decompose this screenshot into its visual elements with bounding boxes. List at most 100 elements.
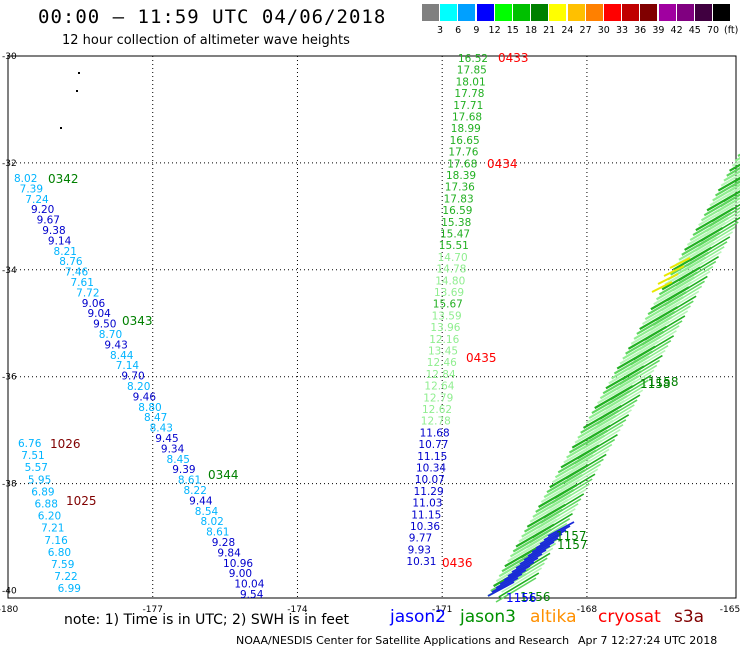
dense-track-segment (692, 231, 734, 257)
dense-track-segment (717, 197, 740, 213)
dense-track-segment (501, 567, 543, 593)
swh-value-left-pass: 8.54 (195, 506, 219, 518)
swh-value-center-pass: 15.51 (439, 240, 469, 252)
dense-track-segment (613, 369, 655, 396)
swh-value-lower-left-pass: 7.22 (54, 571, 77, 583)
pass-time-label: 1158 (648, 375, 679, 389)
scale-swatch (604, 4, 621, 21)
scale-swatch (713, 4, 731, 21)
swh-value-left-pass: 8.45 (167, 454, 190, 466)
scale-swatch (494, 4, 512, 21)
latitude-tick-label: -36 (2, 373, 17, 383)
jason2-track-segment (487, 581, 515, 597)
latitude-tick-label: -34 (2, 266, 17, 276)
generated-timestamp: Apr 7 12:27:24 UTC 2018 (578, 634, 718, 647)
swh-value-center-pass: 11.15 (411, 509, 441, 521)
swh-value-center-pass: 9.93 (408, 544, 431, 556)
swh-value-center-pass: 14.80 (435, 275, 465, 287)
stray-point (76, 90, 78, 92)
swh-value-left-pass: 10.96 (223, 558, 253, 570)
swh-value-center-pass: 17.85 (457, 65, 487, 77)
swh-value-center-pass: 17.71 (453, 100, 483, 112)
dense-track-segment (669, 270, 711, 297)
dense-track-segment (548, 483, 590, 509)
dense-track-segment (540, 498, 582, 524)
swh-value-center-pass: 18.99 (451, 123, 481, 135)
longitude-tick-label: -168 (577, 605, 598, 615)
dense-track-segment (644, 315, 686, 341)
swh-value-left-pass: 9.84 (217, 547, 241, 559)
dense-track-segment (728, 184, 740, 193)
swh-value-lower-left-pass: 6.20 (38, 511, 61, 523)
dense-track-segment (664, 280, 705, 307)
jason2-track-segment (495, 573, 523, 589)
latitude-tick-label: -40 (2, 587, 17, 597)
swh-value-center-pass: 16.65 (450, 135, 480, 147)
scale-swatch (476, 4, 494, 21)
dense-track-segment (711, 203, 740, 223)
dense-track-segment (700, 216, 740, 242)
dense-track-segment (703, 213, 740, 237)
dense-track-segment (616, 364, 658, 391)
dense-track-segment (731, 160, 740, 167)
dense-track-segment (546, 488, 587, 514)
high-swh-segment (651, 281, 673, 293)
dense-track-segment (709, 207, 740, 227)
dense-track-segment (619, 359, 661, 386)
swh-value-center-pass: 12.84 (426, 369, 456, 381)
dense-track-segment (697, 221, 739, 247)
swh-value-center-pass: 11.03 (412, 498, 442, 510)
swh-value-center-pass: 12.62 (422, 404, 452, 416)
dense-track-segment (593, 404, 635, 430)
scale-label: 9 (473, 25, 480, 36)
scale-swatch (676, 4, 694, 21)
pass-time-label: 0436 (442, 556, 473, 570)
swh-value-lower-left-pass: 7.51 (21, 450, 44, 462)
dense-track-segment (582, 424, 624, 450)
jason2-track-segment (511, 557, 539, 573)
swh-value-center-pass: 9.77 (409, 533, 432, 545)
dense-track-segment (723, 190, 740, 203)
swh-value-left-pass: 8.61 (178, 475, 201, 487)
swh-value-left-pass: 10.04 (234, 579, 264, 591)
stray-point (60, 127, 62, 129)
dense-track-segment (723, 170, 740, 182)
jason2-track-segment (499, 569, 527, 585)
swh-value-left-pass: 8.61 (206, 527, 229, 539)
swh-value-center-pass: 10.36 (410, 521, 440, 533)
pass-time-label: 0343 (122, 314, 153, 328)
swh-value-lower-left-pass: 6.80 (48, 547, 71, 559)
dense-track-segment (534, 508, 576, 534)
dense-track-segment (720, 193, 740, 208)
swh-value-center-pass: 12.79 (423, 392, 453, 404)
scale-swatch (422, 4, 439, 21)
scale-label: 42 (670, 25, 683, 36)
swh-value-center-pass: 17.83 (444, 193, 474, 205)
swh-value-left-pass: 9.70 (121, 371, 144, 383)
pass-time-label: 0434 (487, 157, 518, 171)
swh-value-left-pass: 9.45 (155, 433, 178, 445)
dense-track-segment (675, 260, 717, 287)
dense-track-segment (577, 433, 618, 460)
jason2-track-segment (547, 521, 575, 537)
swh-value-lower-left-pass: 6.99 (58, 583, 81, 595)
scale-swatch (640, 4, 658, 21)
swh-value-center-pass: 12.16 (429, 334, 459, 346)
swh-value-left-pass: 8.02 (14, 173, 37, 185)
swh-value-center-pass: 17.68 (447, 158, 477, 170)
dense-track-segment (560, 463, 602, 489)
jason2-track-segment (519, 549, 547, 565)
dense-track-segment (630, 340, 672, 366)
dense-track-segment (647, 310, 689, 336)
swh-value-left-pass: 9.44 (189, 495, 213, 507)
dense-track-segment (658, 290, 700, 316)
swh-value-left-pass: 8.76 (59, 256, 83, 268)
swh-value-left-pass: 7.14 (116, 360, 140, 372)
pass-time-label: 1156 (506, 591, 537, 605)
map-subtitle: 12 hour collection of altimeter wave hei… (62, 33, 350, 48)
scale-swatch (695, 4, 712, 21)
dense-track-segment (610, 374, 652, 400)
jason2-track-segment (535, 533, 563, 549)
dense-track-segment (596, 399, 638, 425)
